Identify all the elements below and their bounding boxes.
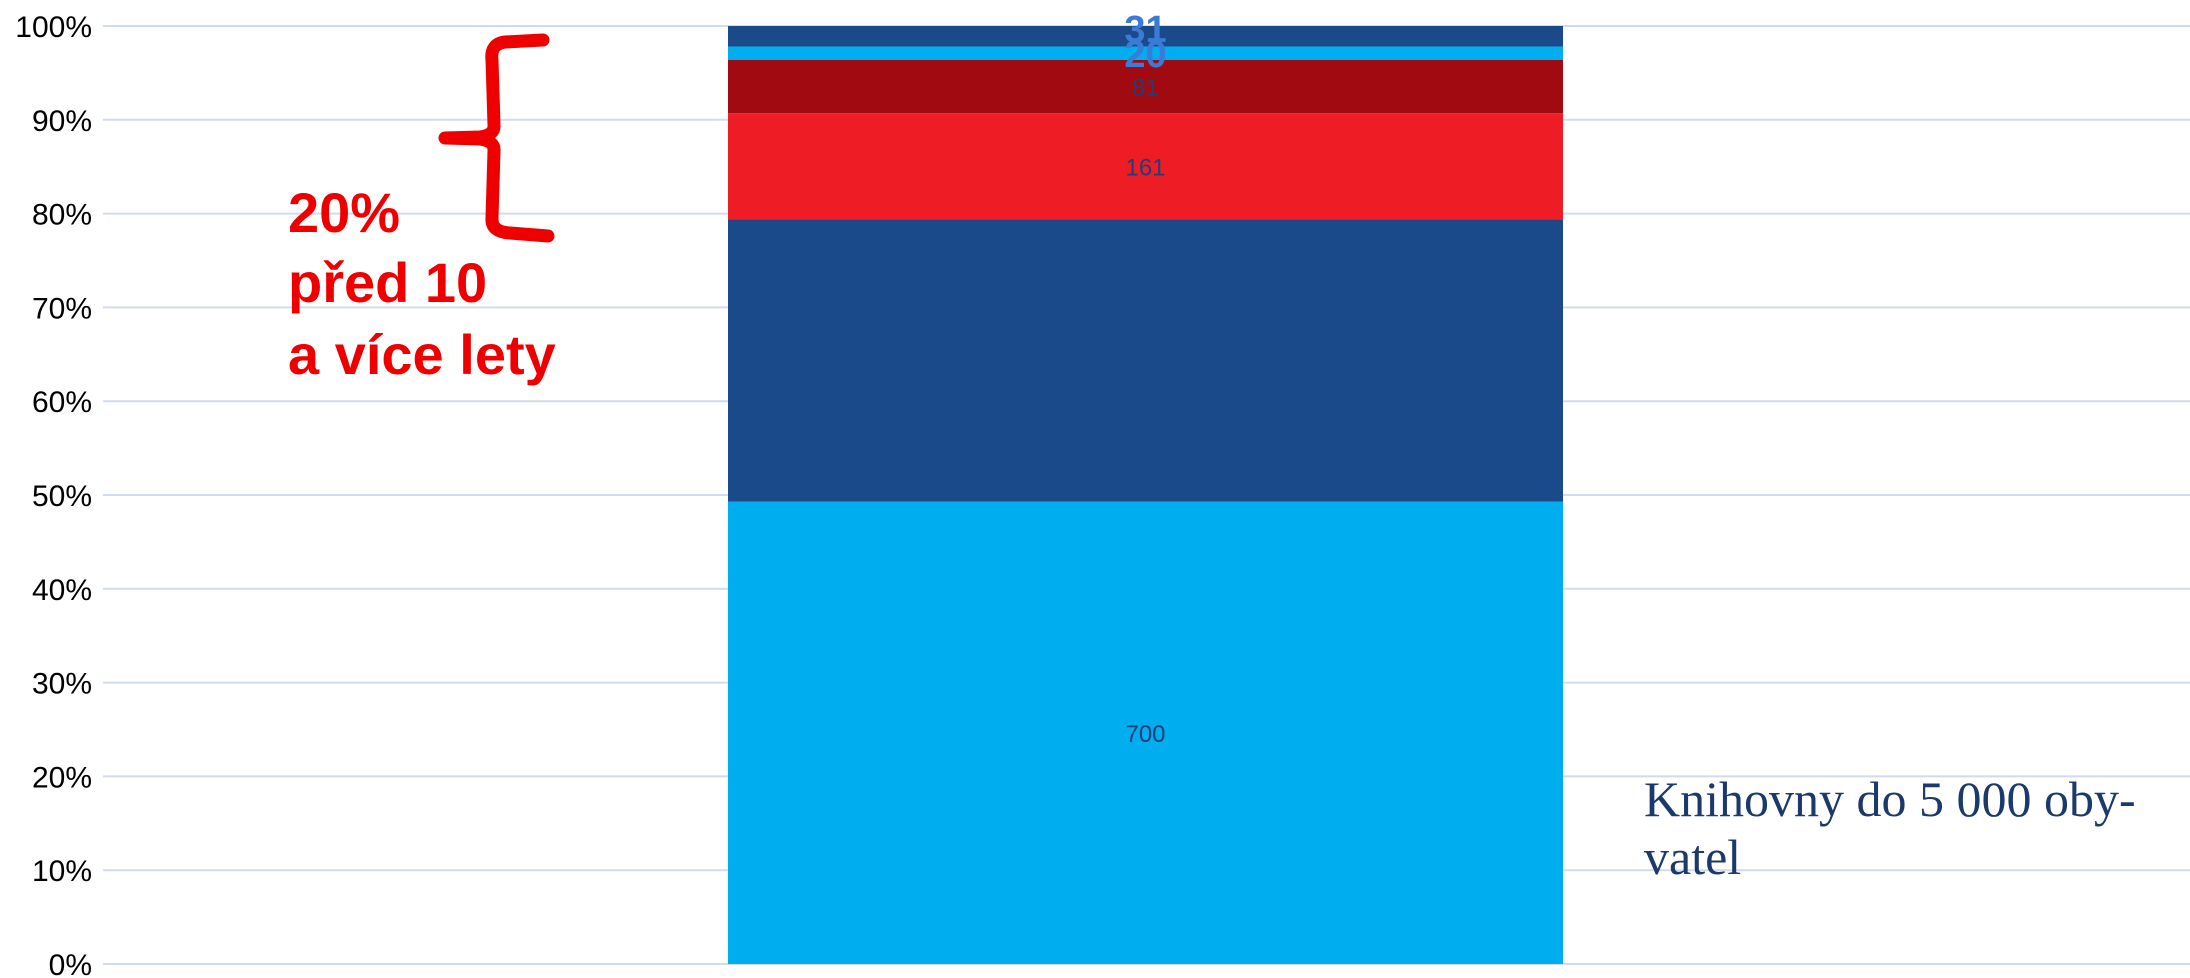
y-tick-label: 50% [32, 480, 92, 513]
y-tick-label: 30% [32, 668, 92, 701]
y-tick-label: 90% [32, 105, 92, 138]
data-label-3: 161 [1125, 154, 1165, 181]
annotation-line-3: a více lety [288, 323, 556, 386]
data-label-5: 20 [1124, 34, 1166, 76]
category-label-line-1: Knihovny do 5 000 oby- [1644, 771, 2136, 827]
data-label-6: 31 [1124, 9, 1166, 51]
category-label-line-2: vatel [1644, 829, 1741, 885]
y-tick-label: 20% [32, 761, 92, 794]
y-tick-label: 70% [32, 292, 92, 325]
y-tick-label: 40% [32, 574, 92, 607]
y-tick-label: 80% [32, 199, 92, 232]
bar-segment-1 [728, 501, 1563, 964]
data-label-4: 81 [1132, 74, 1159, 101]
y-tick-label: 10% [32, 855, 92, 888]
y-axis-ticks: 0% 10% 20% 30% 40% 50% 60% 70% 80% 90% 100% [15, 11, 92, 978]
annotation-brace [438, 33, 555, 243]
annotation-line-2: před 10 [288, 251, 487, 314]
bar-segment-2 [728, 219, 1563, 502]
y-tick-label: 60% [32, 386, 92, 419]
bar-stack [728, 26, 1563, 964]
annotation: 20% před 10 a více lety [288, 33, 556, 386]
y-tick-label: 100% [15, 11, 92, 44]
y-tick-label: 0% [49, 949, 92, 978]
annotation-line-1: 20% [288, 181, 400, 244]
bar-segment-5 [728, 46, 1563, 60]
category-label: Knihovny do 5 000 oby- vatel [1644, 771, 2136, 885]
bar-segment-4 [728, 59, 1563, 114]
bar-segment-6 [728, 26, 1563, 47]
data-label-1: 700 [1125, 721, 1165, 748]
bar-segment-3 [728, 113, 1563, 220]
